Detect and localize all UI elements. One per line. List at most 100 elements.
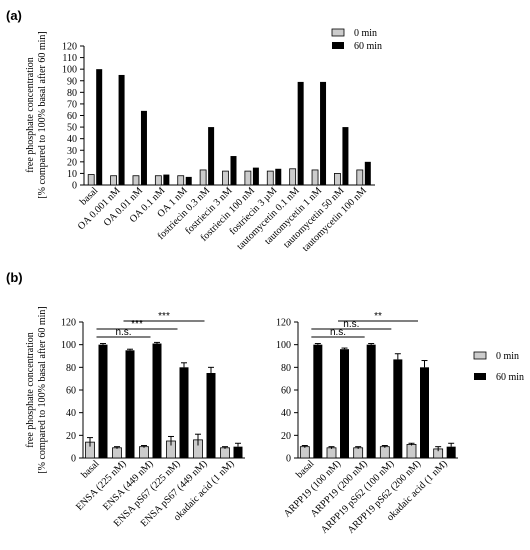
y-tick-label: 90 <box>67 76 77 87</box>
legend-swatch-0-min <box>331 28 345 37</box>
bar-60-min-oa-0-01-nm <box>140 110 147 185</box>
bar-60-min-fostriecin-100-nm <box>252 167 259 185</box>
bar-0-min-fostriecin-3-m <box>266 170 274 186</box>
bar-60-min-arpp19-200-nm <box>366 344 376 458</box>
significance-label: n.s. <box>115 327 131 338</box>
panel-label-b: (b) <box>6 270 23 285</box>
y-tick-label: 40 <box>66 408 76 419</box>
bar-0-min-fostriecin-100-nm <box>244 170 252 186</box>
chart-b-left: 0 20 40 60 80 100 120 free phosphate concentrat… <box>25 306 245 529</box>
significance-label: *** <box>131 319 143 330</box>
legend-label-0-min: 0 min <box>496 351 519 362</box>
legend-label-60-min: 60 min <box>496 372 524 383</box>
bar-60-min-arpp19-100-nm <box>340 349 349 458</box>
bar-0-min-oa-0-001-nm <box>110 175 117 186</box>
x-tick-label: basal <box>294 458 316 480</box>
y-tick-label: 100 <box>62 65 77 76</box>
significance-label: n.s. <box>343 319 359 330</box>
y-tick-label: 20 <box>66 431 76 442</box>
bar-60-min-ensa-225-nm <box>125 350 135 458</box>
y-axis-label: free phosphate concentration[% compared … <box>25 306 48 473</box>
y-tick-label: 10 <box>67 169 77 180</box>
bar-0-min-arpp19-200-nm <box>353 447 364 459</box>
y-tick-label: 100 <box>61 340 76 351</box>
bar-0-min-tautomycetin-50-nm <box>334 173 341 186</box>
bar-60-min-ensa-449-nm <box>152 343 162 458</box>
bar-60-min-oa-0-1-nm <box>163 174 170 185</box>
y-tick-label: 120 <box>61 318 76 329</box>
y-tick-label: 80 <box>66 363 76 374</box>
y-axis-label-line: free phosphate concentration <box>25 57 36 173</box>
y-axis-label-line: [% compared to 100% basal after 60 min] <box>37 31 48 198</box>
bar-60-min-fostriecin-3-m <box>275 168 282 185</box>
bar-60-min-okadaic-acid-1-nm <box>446 446 456 458</box>
bar-60-min-fostriecin-3-nm <box>230 156 237 185</box>
legend-label-60-min: 60 min <box>354 41 382 52</box>
bar-60-min-tautomycetin-0-1-nm <box>297 81 304 185</box>
bar-60-min-oa-0-001-nm <box>118 74 125 185</box>
bar-60-min-basal <box>98 344 108 458</box>
y-tick-label: 110 <box>62 53 77 64</box>
significance-label: *** <box>158 311 170 322</box>
legend-swatch-0-min <box>473 351 487 360</box>
bar-0-min-oa-0-01-nm <box>132 175 140 186</box>
bar-60-min-oa-1-nm <box>185 176 192 185</box>
y-tick-label: 120 <box>62 42 77 53</box>
legend-swatch-60-min <box>474 373 486 380</box>
bar-0-min-oa-1-nm <box>177 175 185 186</box>
bar-0-min-tautomycetin-0-1-nm <box>289 168 297 186</box>
x-tick-label: basal <box>79 458 101 480</box>
bar-0-min-basal <box>87 174 95 186</box>
y-tick-label: 80 <box>67 88 77 99</box>
panel-label-a: (a) <box>6 8 22 23</box>
y-axis-label-line: [% compared to 100% basal after 60 min] <box>37 306 48 473</box>
bar-60-min-okadaic-acid-1-nm <box>233 446 243 458</box>
bar-60-min-arpp19-ps62-100-nm <box>393 359 403 458</box>
y-tick-label: 20 <box>67 157 77 168</box>
y-tick-label: 70 <box>67 99 77 110</box>
y-tick-label: 60 <box>281 386 291 397</box>
bar-0-min-arpp19-100-nm <box>326 447 337 459</box>
bar-60-min-basal <box>313 344 323 458</box>
y-tick-label: 80 <box>281 363 291 374</box>
bar-0-min-ensa-449-nm <box>139 446 149 459</box>
bar-0-min-arpp19-ps62-200-nm <box>406 443 417 459</box>
y-tick-label: 0 <box>71 454 76 465</box>
y-tick-label: 40 <box>281 408 291 419</box>
y-tick-label: 120 <box>276 318 291 329</box>
y-axis-label-line: free phosphate concentration <box>25 332 36 448</box>
bar-60-min-tautomycetin-100-nm <box>364 161 371 185</box>
bar-0-min-fostriecin-3-nm <box>222 170 229 186</box>
y-tick-label: 50 <box>67 123 77 134</box>
bar-0-min-tautomycetin-100-nm <box>356 169 364 186</box>
bar-60-min-arpp19-ps62-200-nm <box>420 367 429 458</box>
bar-60-min-tautomycetin-1-nm <box>320 81 327 185</box>
bar-0-min-basal <box>299 446 310 459</box>
bar-60-min-ensa-ps67-449-nm <box>206 373 216 458</box>
legend-label-0-min: 0 min <box>354 28 377 39</box>
bar-0-min-ensa-225-nm <box>112 447 122 459</box>
y-axis-label: free phosphate concentration[% compared … <box>25 31 48 198</box>
y-tick-label: 30 <box>67 146 77 157</box>
significance-label: n.s. <box>330 327 346 338</box>
y-tick-label: 60 <box>66 386 76 397</box>
bar-0-min-okadaic-acid-1-nm <box>220 447 230 459</box>
bar-0-min-oa-0-1-nm <box>154 175 162 186</box>
legend-swatch-60-min <box>332 42 344 49</box>
y-tick-label: 100 <box>276 340 291 351</box>
y-tick-label: 20 <box>281 431 291 442</box>
bar-0-min-tautomycetin-1-nm <box>311 169 319 186</box>
bar-60-min-basal <box>96 69 103 185</box>
y-tick-label: 40 <box>67 134 77 145</box>
y-tick-label: 0 <box>72 181 77 192</box>
bar-60-min-fostriecin-0-3-nm <box>208 127 215 185</box>
significance-label: ** <box>374 311 382 322</box>
bar-60-min-tautomycetin-50-nm <box>342 127 349 185</box>
bar-60-min-ensa-ps67-225-nm <box>179 367 189 458</box>
bar-0-min-arpp19-ps62-100-nm <box>379 446 390 459</box>
y-tick-label: 0 <box>286 454 291 465</box>
y-tick-label: 60 <box>67 111 77 122</box>
